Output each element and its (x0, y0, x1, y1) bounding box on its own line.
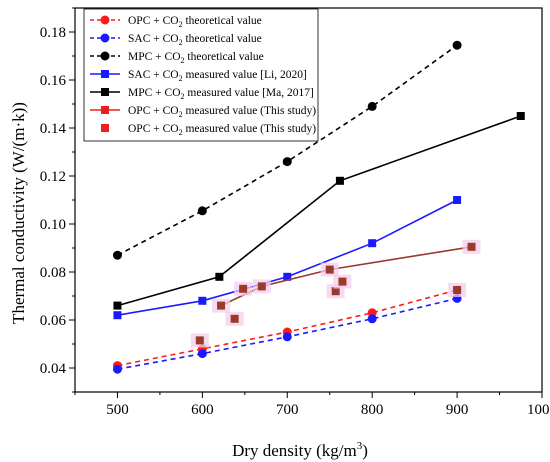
data-point (367, 101, 377, 111)
legend-item: MPC + CO2 theoretical value (90, 51, 264, 65)
series-layer (112, 40, 525, 374)
data-point (331, 287, 340, 296)
x-tick-label: 500 (106, 402, 129, 418)
y-tick-label: 0.08 (40, 265, 66, 281)
legend-label: SAC + CO2 measured value [Li, 2020] (128, 69, 307, 83)
legend-label: OPC + CO2 measured value (This study) (128, 123, 316, 137)
data-point (112, 250, 122, 260)
data-point (101, 124, 109, 132)
y-tick-label: 0.06 (40, 313, 67, 329)
data-point (453, 196, 462, 204)
x-axis-title-tail: ) (362, 441, 368, 460)
y-tick-label: 0.12 (40, 169, 66, 185)
data-point (101, 88, 109, 96)
series-2 (112, 40, 462, 260)
data-point (100, 51, 110, 61)
data-point (282, 157, 292, 167)
legend-label: OPC + CO2 measured value (This study) (128, 105, 316, 119)
legend-item: MPC + CO2 measured value [Ma, 2017] (90, 87, 314, 101)
data-point (283, 272, 292, 281)
data-point (100, 33, 110, 43)
data-point (113, 311, 122, 320)
series-line (220, 246, 472, 307)
series-4 (113, 112, 525, 310)
data-point (325, 265, 334, 274)
series-6 (190, 274, 467, 348)
data-point (230, 314, 239, 323)
legend: OPC + CO2 theoretical value SAC + CO2 the… (83, 8, 319, 142)
data-point (453, 286, 462, 294)
data-point (113, 301, 122, 310)
y-axis-title: Thermal conductivity (W/(m·k)) (9, 102, 28, 324)
y-tick-label: 0.04 (40, 361, 67, 377)
data-point (112, 364, 122, 374)
series-line (117, 115, 522, 307)
legend-label: MPC + CO2 theoretical value (128, 51, 264, 65)
data-point (338, 277, 347, 286)
data-point (368, 239, 377, 248)
legend-item: OPC + CO2 measured value (This study) (101, 123, 316, 137)
data-point (101, 106, 109, 114)
legend-box (83, 8, 319, 142)
data-point (335, 176, 344, 185)
data-point (452, 40, 462, 50)
x-tick-label: 900 (446, 402, 469, 418)
x-axis-title-superscript: 3 (357, 440, 363, 452)
legend-item: OPC + CO2 theoretical value (90, 15, 262, 29)
data-point (197, 349, 207, 359)
y-tick-label: 0.16 (40, 73, 67, 89)
legend-label: SAC + CO2 theoretical value (128, 33, 262, 47)
data-point (367, 314, 377, 324)
data-point (101, 70, 109, 78)
series-1 (112, 293, 462, 374)
legend-item: OPC + CO2 measured value (This study) (90, 105, 316, 119)
data-point (197, 206, 207, 216)
data-point (257, 282, 266, 291)
x-tick-label: 800 (361, 402, 384, 418)
data-point (215, 272, 224, 281)
series-3 (113, 196, 462, 320)
legend-item: SAC + CO2 measured value [Li, 2020] (90, 69, 307, 83)
x-axis-title-main: Dry density (kg/m (232, 441, 357, 460)
y-tick-label: 0.14 (40, 121, 67, 137)
data-point (467, 242, 476, 251)
series-0 (112, 285, 462, 371)
y-tick-label: 0.10 (40, 217, 66, 233)
data-point (198, 296, 207, 305)
data-point (516, 112, 525, 120)
data-point (282, 332, 292, 342)
y-tick-label: 0.18 (40, 25, 66, 41)
legend-label: OPC + CO2 theoretical value (128, 15, 262, 29)
x-tick-label: 700 (276, 402, 299, 418)
data-point (239, 284, 248, 293)
legend-label: MPC + CO2 measured value [Ma, 2017] (128, 87, 314, 101)
data-point (217, 301, 226, 310)
data-point (100, 15, 110, 25)
x-axis-title: Dry density (kg/m3) (232, 440, 368, 460)
x-tick-label: 600 (191, 402, 214, 418)
legend-item: SAC + CO2 theoretical value (90, 33, 262, 47)
data-point (195, 336, 204, 345)
series-5 (212, 239, 481, 313)
